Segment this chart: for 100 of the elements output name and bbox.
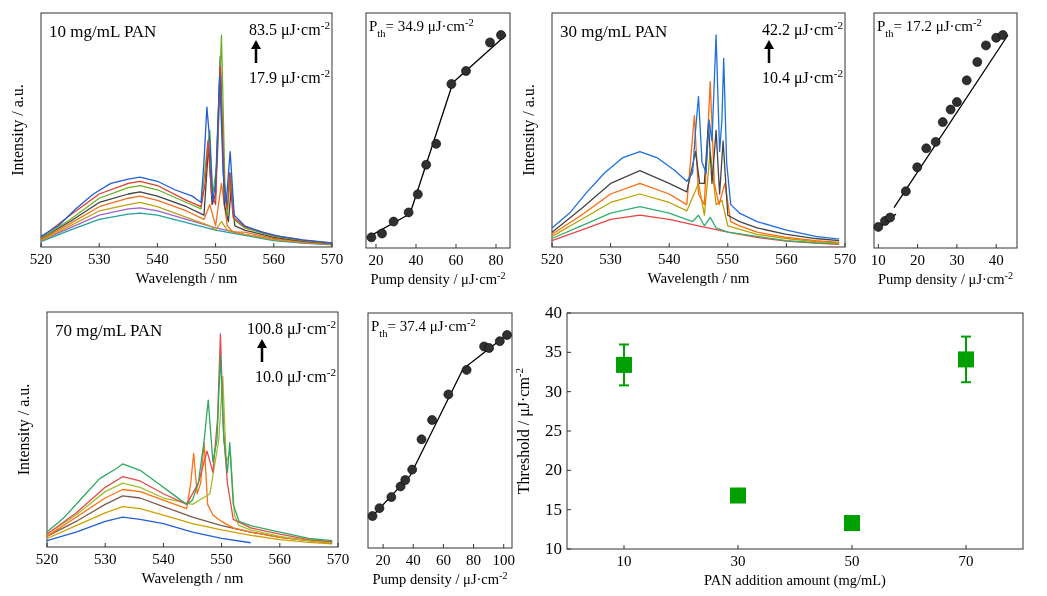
x-tick-label: 40 [408, 252, 424, 268]
point [930, 137, 941, 147]
point [431, 139, 441, 149]
point [427, 415, 437, 425]
y-tick-label: 15 [545, 499, 562, 519]
point [981, 40, 991, 51]
x-tick-label: 10 [616, 553, 632, 569]
y-tick-label: 20 [545, 460, 562, 480]
x-tick-label: 20 [375, 552, 391, 568]
point [952, 97, 962, 107]
x-tick-label: 60 [448, 252, 464, 268]
point [395, 481, 406, 492]
annotation: 30 mg/mL PAN [560, 22, 668, 41]
point [616, 356, 632, 373]
point [388, 216, 399, 227]
x-tick-label: 40 [988, 252, 1004, 268]
x-tick-label: 100 [492, 552, 515, 568]
x-tick-label: 80 [488, 252, 504, 268]
y-tick-label: 35 [545, 342, 562, 362]
x-tick-label: 80 [466, 552, 482, 568]
annotation: 42.2 μJ·cm$^{-2}$ [761, 19, 843, 39]
point [502, 330, 512, 340]
x-tick-label: 570 [320, 251, 344, 267]
x-tick-label: 10 [870, 252, 886, 268]
x-tick-label: 570 [833, 251, 857, 267]
point [461, 66, 471, 76]
point [413, 189, 423, 200]
point [443, 389, 454, 400]
x-axis-title: Pump density / μJ·cm$^{-2}$ [877, 269, 1014, 287]
y-axis-title: Intensity / a.u. [15, 383, 33, 476]
annotation: 83.5 μJ·cm$^{-2}$ [248, 19, 330, 39]
point [958, 351, 974, 368]
x-tick-label: 50 [844, 553, 860, 569]
point [421, 159, 431, 170]
annotation: 10.0 μJ·cm$^{-2}$ [254, 366, 336, 386]
annotation: P$_{th}$= 37.4 μJ·cm$^{-2}$ [371, 316, 476, 339]
x-tick-label: 20 [910, 252, 926, 268]
x-tick-label: 550 [210, 551, 233, 567]
y-axis-title: Intensity / a.u. [520, 84, 538, 176]
annotation: 10 mg/mL PAN [49, 22, 157, 41]
x-axis-title: Wavelength / nm [647, 270, 750, 286]
point [485, 37, 495, 48]
annotation: 100.8 μJ·cm$^{-2}$ [246, 318, 336, 338]
x-tick-label: 550 [204, 251, 227, 267]
x-tick-label: 520 [540, 251, 564, 267]
y-tick-label: 25 [545, 421, 562, 440]
point [885, 212, 895, 223]
point [494, 336, 505, 346]
y-axis-title: Intensity / a.u. [9, 84, 27, 176]
x-tick-label: 530 [599, 251, 622, 267]
x-tick-label: 560 [268, 551, 292, 567]
x-axis-title: PAN addition amount (mg/mL) [704, 572, 887, 589]
x-tick-label: 540 [657, 251, 681, 267]
point [945, 104, 956, 115]
x-tick-label: 520 [35, 551, 59, 567]
y-tick-label: 30 [545, 381, 562, 401]
point [407, 464, 417, 475]
point [403, 207, 414, 218]
x-tick-label: 540 [152, 551, 175, 567]
annotation: 17.9 μJ·cm$^{-2}$ [248, 67, 330, 87]
point [377, 228, 387, 239]
point [367, 511, 378, 521]
point [446, 79, 457, 89]
point [400, 475, 411, 485]
point [912, 162, 923, 173]
x-tick-label: 530 [93, 551, 117, 567]
annotation: P$_{th}$= 34.9 μJ·cm$^{-2}$ [369, 16, 474, 39]
point [366, 232, 377, 243]
point [461, 365, 472, 375]
annotation: P$_{th}$= 17.2 μJ·cm$^{-2}$ [877, 16, 982, 39]
y-tick-label: 40 [545, 303, 562, 322]
x-tick-label: 20 [368, 252, 384, 268]
point [730, 487, 746, 504]
x-tick-label: 550 [716, 251, 740, 267]
point [844, 515, 860, 532]
x-tick-label: 70 [958, 553, 974, 569]
x-axis-title: Wavelength / nm [141, 570, 244, 586]
point [998, 30, 1008, 40]
x-tick-label: 560 [262, 251, 286, 267]
x-tick-label: 60 [435, 552, 451, 568]
point [921, 143, 932, 154]
x-tick-label: 40 [405, 552, 421, 568]
x-tick-label: 570 [326, 551, 350, 567]
x-axis-title: Pump density / μJ·cm$^{-2}$ [370, 269, 506, 287]
point [374, 503, 385, 513]
point [972, 57, 983, 67]
point [901, 186, 911, 197]
x-tick-label: 560 [775, 251, 798, 267]
x-tick-label: 540 [146, 251, 169, 267]
x-axis-title: Wavelength / nm [135, 270, 238, 286]
point [496, 30, 506, 40]
point [873, 222, 884, 232]
x-tick-label: 520 [29, 251, 53, 267]
point [937, 117, 948, 127]
point [416, 434, 427, 445]
point [386, 492, 397, 502]
x-tick-label: 530 [87, 251, 111, 267]
x-axis-title: Pump density / μJ·cm$^{-2}$ [372, 569, 508, 587]
point [961, 75, 972, 86]
annotation: 70 mg/mL PAN [55, 321, 163, 340]
